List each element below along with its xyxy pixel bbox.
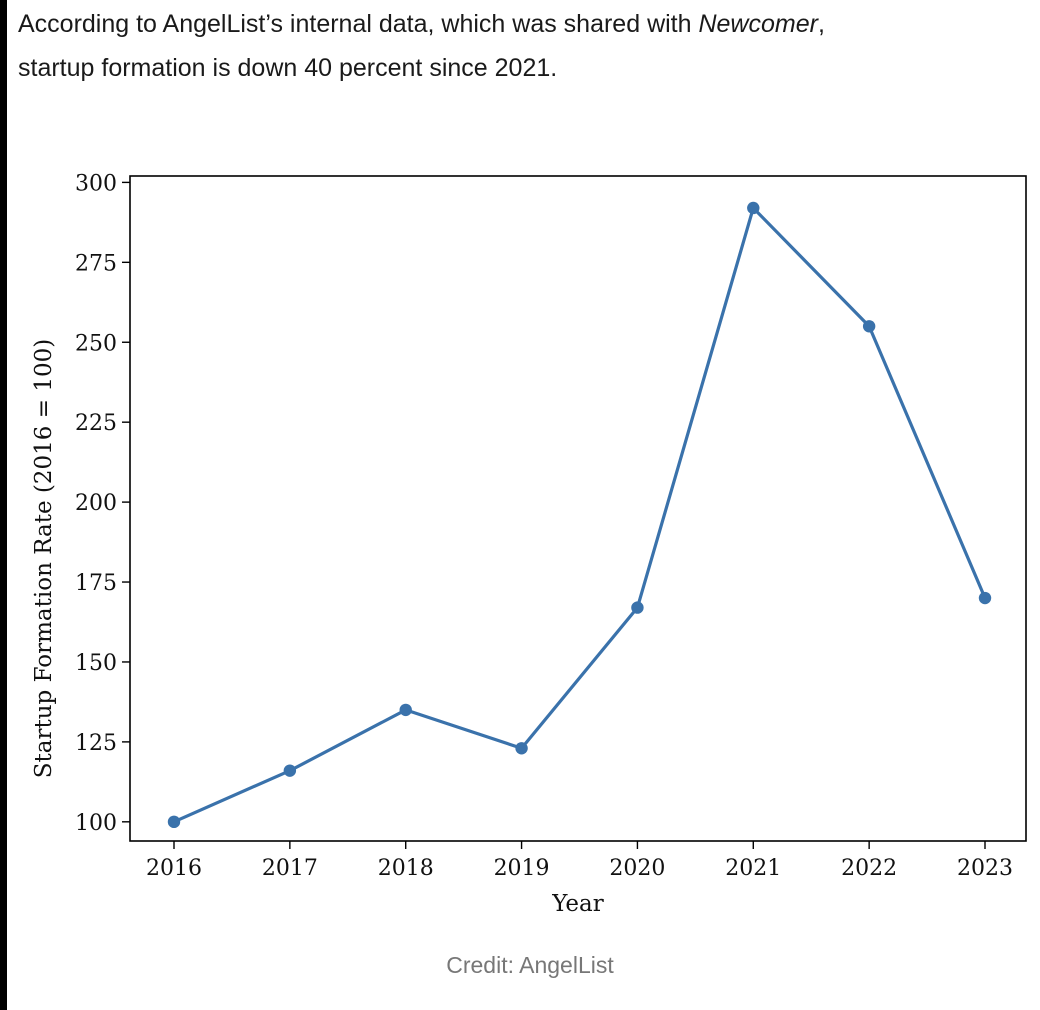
y-tick-label: 100 bbox=[75, 811, 117, 836]
y-axis: 100 125 150 175 200 225 250 275 300 bbox=[75, 171, 130, 836]
x-axis: 2016 2017 2018 2019 2020 2021 2022 2023 bbox=[146, 841, 1013, 881]
series-line bbox=[173, 206, 987, 824]
data-point bbox=[167, 815, 181, 829]
x-tick-label: 2022 bbox=[841, 856, 897, 881]
x-tick-label: 2019 bbox=[494, 856, 550, 881]
data-point bbox=[631, 601, 644, 614]
x-tick-label: 2023 bbox=[957, 856, 1013, 881]
x-tick-label: 2016 bbox=[146, 856, 202, 881]
series-line-group bbox=[167, 201, 992, 829]
data-point bbox=[515, 742, 528, 755]
intro-text-line2: startup formation is down 40 percent sin… bbox=[18, 54, 558, 82]
plot-frame bbox=[129, 175, 1027, 842]
data-point bbox=[862, 320, 876, 333]
intro-text-comma: , bbox=[817, 10, 825, 38]
data-point bbox=[747, 201, 760, 215]
y-tick-label: 250 bbox=[75, 331, 117, 356]
x-tick-label: 2018 bbox=[378, 856, 434, 881]
data-point bbox=[399, 703, 412, 717]
x-tick-label: 2021 bbox=[725, 856, 781, 881]
credit-caption: Credit: AngelList bbox=[446, 952, 614, 978]
publication-name: Newcomer bbox=[698, 10, 818, 38]
y-tick-label: 225 bbox=[75, 411, 117, 436]
x-tick-label: 2020 bbox=[609, 856, 665, 881]
y-tick-label: 275 bbox=[75, 251, 117, 276]
plot-area bbox=[129, 175, 1027, 842]
y-tick-label: 300 bbox=[75, 171, 117, 196]
x-axis-label: Year bbox=[551, 891, 604, 917]
article-paragraph: According to AngelList’s internal data, … bbox=[18, 2, 1028, 90]
intro-text-start: According to AngelList’s internal data, … bbox=[18, 10, 699, 38]
y-tick-label: 150 bbox=[75, 651, 117, 676]
y-tick-label: 200 bbox=[75, 491, 117, 516]
y-axis-label: Startup Formation Rate (2016 = 100) bbox=[31, 339, 57, 778]
left-edge-bar bbox=[0, 0, 7, 1010]
data-point bbox=[978, 591, 992, 605]
data-point bbox=[283, 764, 297, 777]
y-tick-label: 125 bbox=[75, 731, 117, 756]
y-tick-label: 175 bbox=[75, 571, 117, 596]
x-tick-label: 2017 bbox=[262, 856, 318, 881]
